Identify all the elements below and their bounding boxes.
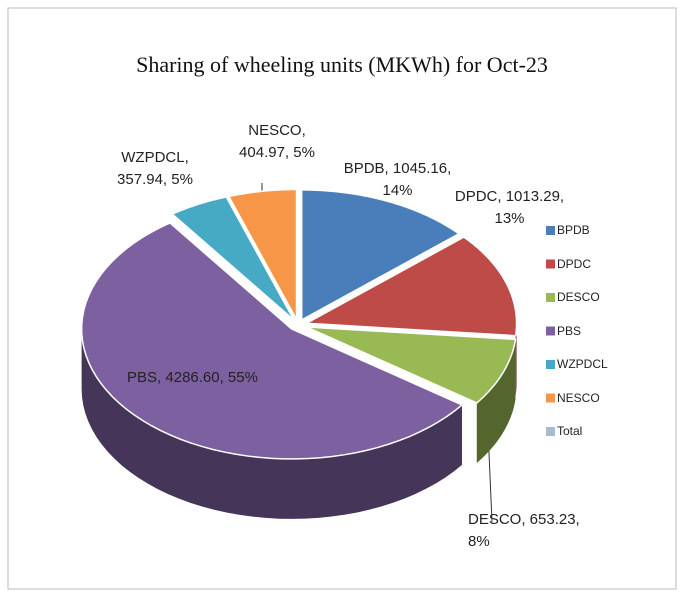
slice	[227, 188, 298, 320]
legend-label: DPDC	[557, 256, 592, 271]
chart-title: Sharing of wheeling units (MKWh) for Oct…	[136, 52, 548, 77]
data-label: BPDB, 1045.16, 14%	[343, 160, 452, 199]
legend-swatch	[546, 393, 555, 403]
legend-label: PBS	[557, 323, 582, 338]
slice-side	[81, 328, 462, 519]
data-label: DPDC, 1013.29, 13%	[454, 188, 565, 227]
legend-label: BPDB	[557, 223, 590, 237]
legend-swatch	[546, 226, 555, 235]
data-label: NESCO, 404.97, 5%	[239, 122, 315, 161]
legend-label: NESCO	[557, 390, 600, 405]
frame	[7, 7, 677, 590]
slice	[170, 196, 295, 321]
legend-swatch	[546, 326, 555, 336]
slice-side	[476, 339, 516, 463]
slice	[303, 236, 518, 337]
slice	[306, 326, 517, 404]
slice	[80, 222, 464, 460]
data-label: WZPDCL, 357.94, 5%	[117, 149, 193, 188]
legend-swatch	[546, 427, 555, 436]
slice	[300, 189, 461, 322]
legend-swatch	[546, 259, 555, 269]
legend-swatch	[546, 360, 555, 369]
data-label: DESCO, 653.23, 8%	[468, 511, 580, 550]
legend-label: Total	[557, 424, 583, 438]
data-label: PBS, 4286.60, 55%	[127, 369, 258, 386]
legend-swatch	[546, 293, 555, 302]
legend-label: DESCO	[557, 290, 600, 304]
legend-label: WZPDCL	[557, 357, 608, 371]
